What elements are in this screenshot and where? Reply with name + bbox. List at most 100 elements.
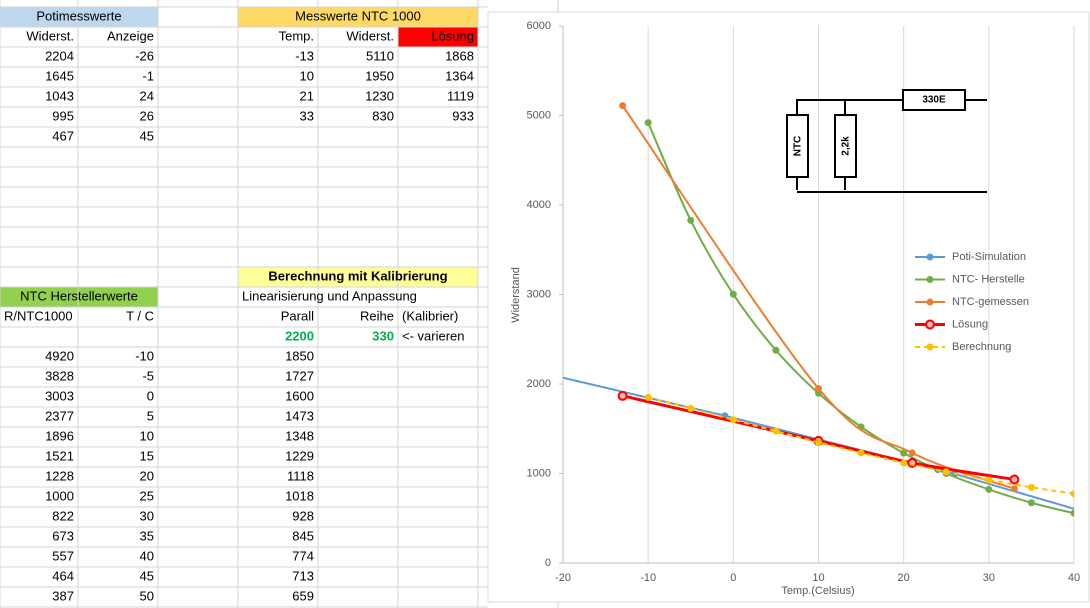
cell-text: Linearisierung und Anpassung xyxy=(242,288,417,303)
data-point xyxy=(985,476,993,484)
data-point xyxy=(729,290,737,298)
cell-text: Berechnung mit Kalibrierung xyxy=(268,268,447,283)
y-tick-label: 1000 xyxy=(527,467,551,479)
x-tick-label: 10 xyxy=(812,572,824,584)
cell-text: 2200 xyxy=(285,328,314,343)
cell-text: Potimesswerte xyxy=(36,8,121,23)
data-point xyxy=(617,390,628,401)
cell-text: 24 xyxy=(140,88,154,103)
legend-label: Lösung xyxy=(952,318,988,330)
cell-text: 659 xyxy=(292,588,314,603)
cell-text: -13 xyxy=(295,48,314,63)
legend-marker xyxy=(926,276,934,283)
legend-marker xyxy=(926,343,934,351)
data-point xyxy=(644,119,652,127)
cell-text: 1645 xyxy=(45,68,74,83)
diagram-label: 330E xyxy=(922,95,946,106)
cell-text: Lösung xyxy=(431,28,474,43)
cell-text: 45 xyxy=(140,568,154,583)
cell-text: 1229 xyxy=(285,448,314,463)
legend-marker xyxy=(926,253,934,261)
data-point xyxy=(1027,483,1035,491)
cell-text: Anzeige xyxy=(107,28,154,43)
legend-label: Berechnung xyxy=(952,341,1011,353)
y-tick-label: 3000 xyxy=(527,288,551,300)
cell-text: -5 xyxy=(142,368,154,383)
cell-text: 2204 xyxy=(45,48,74,63)
plot xyxy=(563,102,1074,517)
cell-text: 933 xyxy=(452,108,474,123)
cell-text: 1600 xyxy=(285,388,314,403)
cell-text: Widerst. xyxy=(26,28,74,43)
data-point xyxy=(1070,490,1074,498)
legend-marker xyxy=(925,319,935,330)
cell-text: 35 xyxy=(140,528,154,543)
cell-text: Reihe xyxy=(360,308,394,323)
cell-text: 1230 xyxy=(365,88,394,103)
cell-fill xyxy=(238,7,478,27)
y-tick-label: 2000 xyxy=(527,378,551,390)
cell-text: -1 xyxy=(142,68,154,83)
cell-text: 1119 xyxy=(447,88,474,103)
cell-text: 673 xyxy=(52,528,74,543)
cell-text: 45 xyxy=(140,128,154,143)
data-point xyxy=(1010,485,1018,493)
data-point xyxy=(985,485,993,493)
y-tick-label: 4000 xyxy=(527,199,551,211)
cell-text: 5 xyxy=(147,408,154,423)
cell-text: 2377 xyxy=(45,408,74,423)
cell-fill xyxy=(398,27,478,47)
cell-text: 1727 xyxy=(285,368,314,383)
cell-text: 3828 xyxy=(45,368,74,383)
cell-text: 1000 xyxy=(45,488,74,503)
cell-text: T / C xyxy=(126,308,154,323)
cell-text: 1850 xyxy=(285,348,314,363)
cell-text: 4920 xyxy=(45,348,74,363)
diagram-label: NTC xyxy=(793,136,804,157)
cell-text: -26 xyxy=(135,48,154,63)
cell-text: 830 xyxy=(372,108,394,123)
cell-text: 15 xyxy=(140,448,154,463)
cell-text: 33 xyxy=(300,108,314,123)
cell-text: Parall xyxy=(281,308,314,323)
cell-text: 5110 xyxy=(366,48,394,63)
y-axis-label: Widerstand xyxy=(510,267,522,323)
x-tick-label: 20 xyxy=(898,572,910,584)
cell-text: 1473 xyxy=(285,408,314,423)
data-point xyxy=(687,404,695,412)
cell-text: 330 xyxy=(372,328,394,343)
cell-text: (Kalibrier) xyxy=(402,308,458,323)
x-tick-label: -10 xyxy=(640,572,656,584)
y-tick-label: 5000 xyxy=(527,109,551,121)
data-point xyxy=(729,416,737,424)
cell-text: Temp. xyxy=(279,28,314,43)
data-point xyxy=(644,393,652,401)
cell-text: 10 xyxy=(300,68,314,83)
legend-label: NTC-gemessen xyxy=(952,296,1029,308)
cell-text: 1018 xyxy=(285,488,314,503)
cell-text: 0 xyxy=(147,388,154,403)
cell-text: 822 xyxy=(52,508,74,523)
chart: -20 -10 0 10 20 30 40 0 1000 2000 3000 4000 5000 6000… xyxy=(527,20,1081,584)
data-point xyxy=(908,449,916,457)
cell-text: 1118 xyxy=(287,468,314,483)
data-point xyxy=(687,216,695,224)
data-point xyxy=(772,346,780,354)
cell-fill xyxy=(0,287,158,307)
cell-text: 25 xyxy=(140,488,154,503)
cell-text: 1364 xyxy=(445,68,474,83)
cell-text: 1521 xyxy=(45,448,74,463)
x-tick-label: 0 xyxy=(730,572,736,584)
data-point xyxy=(815,438,822,446)
cell-text: 995 xyxy=(52,108,74,123)
cell-text: 50 xyxy=(140,588,154,603)
cell-text: 40 xyxy=(140,548,154,563)
x-tick-label: 30 xyxy=(983,572,995,584)
cell-text: 774 xyxy=(292,548,314,563)
cell-text: 21 xyxy=(300,88,314,103)
data-point xyxy=(1070,509,1074,517)
cell-text: 1348 xyxy=(285,428,314,443)
cell-text: 1950 xyxy=(365,68,394,83)
data-point xyxy=(619,102,627,110)
